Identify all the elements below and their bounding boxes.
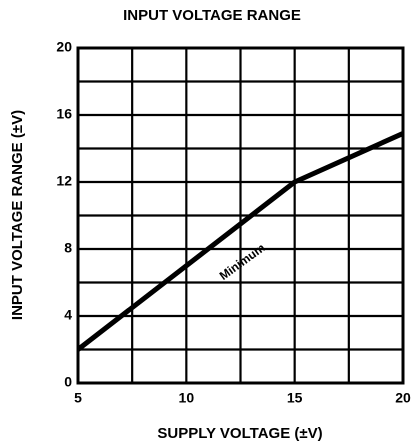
x-tick-label: 10 bbox=[179, 390, 195, 406]
y-tick-label: 8 bbox=[64, 240, 72, 256]
y-tick-label: 16 bbox=[56, 106, 72, 122]
x-tick-label: 5 bbox=[74, 390, 82, 406]
y-axis-label: INPUT VOLTAGE RANGE (±V) bbox=[9, 110, 26, 320]
plot-frame bbox=[76, 46, 405, 385]
annotation: Minimum bbox=[217, 241, 268, 283]
x-tick-label: 20 bbox=[395, 390, 411, 406]
chart-title: INPUT VOLTAGE RANGE bbox=[123, 7, 301, 24]
y-tick-label: 0 bbox=[64, 374, 72, 390]
x-tick-label: 15 bbox=[287, 390, 303, 406]
x-axis-label: SUPPLY VOLTAGE (±V) bbox=[157, 425, 322, 442]
line-series bbox=[76, 131, 405, 352]
y-tick-label: 20 bbox=[56, 39, 72, 55]
y-tick-label: 4 bbox=[64, 307, 72, 323]
y-tick-label: 12 bbox=[56, 173, 72, 189]
